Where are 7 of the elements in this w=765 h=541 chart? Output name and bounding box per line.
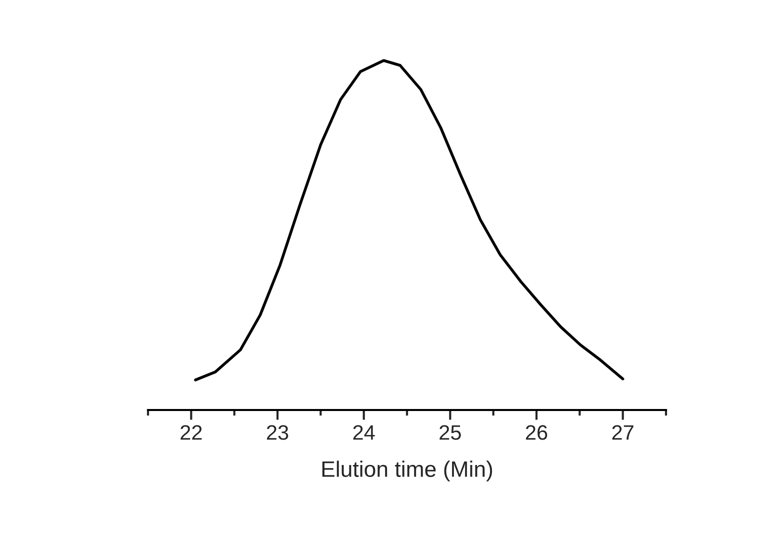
x-tick-label: 23 bbox=[266, 425, 288, 440]
x-tick-label: 22 bbox=[180, 425, 202, 440]
x-tick-label: 24 bbox=[353, 425, 375, 440]
x-tick-label: 26 bbox=[526, 425, 548, 440]
x-axis-title: Elution time (Min) bbox=[322, 460, 492, 482]
x-tick-label: 27 bbox=[612, 425, 634, 440]
x-tick-label: 25 bbox=[440, 425, 461, 440]
